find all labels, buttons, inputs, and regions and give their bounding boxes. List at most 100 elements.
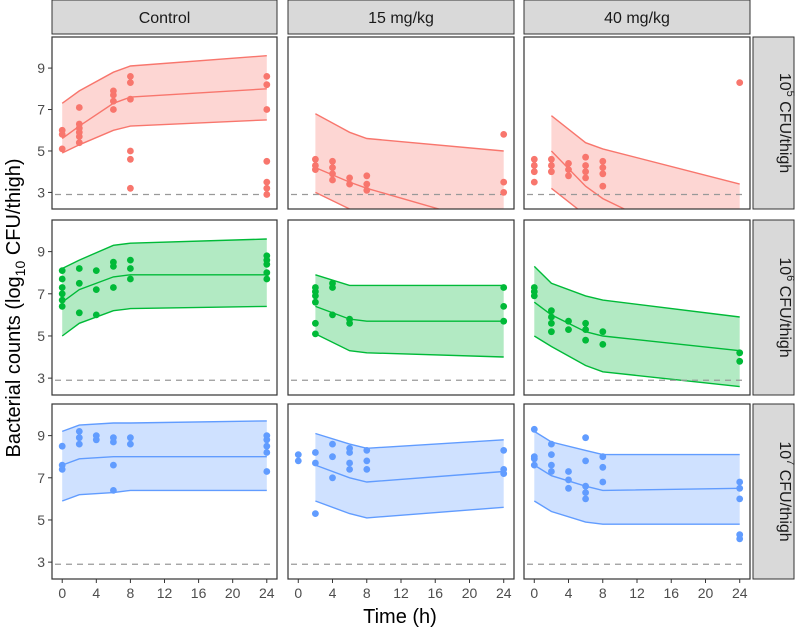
panel-r0-c0 <box>51 36 278 210</box>
x-tick-label: 24 <box>259 585 275 601</box>
data-point <box>329 157 336 165</box>
data-point <box>565 172 572 180</box>
data-point <box>294 457 302 465</box>
data-point <box>126 147 134 155</box>
data-point <box>58 290 66 298</box>
data-point <box>75 279 83 287</box>
y-tick-label: 5 <box>37 512 45 528</box>
data-point <box>582 168 589 176</box>
data-point <box>530 168 538 176</box>
x-tick-label: 8 <box>363 585 371 601</box>
data-point <box>346 174 353 182</box>
data-point <box>263 432 271 439</box>
data-point <box>126 275 134 283</box>
panel-r2-c2 <box>523 403 751 580</box>
data-point <box>312 330 319 338</box>
data-point <box>530 162 538 169</box>
panel-border <box>523 36 751 210</box>
row-strip-1e5: 105 CFU/thigh <box>752 36 796 210</box>
band-lower-line <box>61 305 267 337</box>
data-point <box>312 298 319 306</box>
data-point <box>548 155 555 163</box>
band-lower-line <box>550 187 579 209</box>
band-lower-line <box>533 335 740 388</box>
panel-r0-c1 <box>287 36 515 210</box>
row-strip-1e7: 107 CFU/thigh <box>752 403 796 580</box>
x-tick-label: 20 <box>225 585 241 601</box>
band-lower-line <box>61 119 267 154</box>
data-point <box>500 189 508 196</box>
data-point <box>58 267 66 274</box>
x-axis-title: Time (h) <box>363 606 437 628</box>
x-tick-label: 12 <box>393 585 409 601</box>
data-point <box>582 153 589 161</box>
prediction-band <box>62 55 267 154</box>
x-tick-label: 16 <box>191 585 207 601</box>
data-point <box>263 106 271 113</box>
data-point <box>263 442 271 450</box>
data-point <box>736 495 744 503</box>
data-point <box>599 157 607 165</box>
row-strip-1e6: 106 CFU/thigh <box>752 219 796 396</box>
band-lower-line <box>533 500 740 525</box>
data-point <box>329 440 336 448</box>
data-point <box>565 476 572 484</box>
x-tick-label: 4 <box>329 585 337 601</box>
data-point <box>263 191 271 198</box>
x-axis-layer: 0 4 8 12 16 20 24 0 4 8 12 16 20 24 0 4 8 12 16 20 24 <box>58 579 748 601</box>
panel-r1-c1 <box>287 219 515 396</box>
data-point <box>329 311 336 319</box>
data-point <box>565 484 572 492</box>
panel-background <box>52 37 277 209</box>
x-tick-label: 0 <box>530 585 538 601</box>
data-point <box>263 81 271 89</box>
panel-plot-area <box>291 274 511 381</box>
data-point <box>599 182 607 190</box>
data-point <box>582 482 589 490</box>
column-strip-15mg: 15 mg/kg <box>287 0 515 35</box>
band-upper-line <box>61 238 267 270</box>
panel-background <box>288 220 514 395</box>
x-tick-label: 0 <box>58 585 66 601</box>
panel-background <box>524 404 750 579</box>
data-point <box>92 432 100 439</box>
data-point <box>599 341 607 348</box>
panel-plot-area <box>527 265 747 388</box>
data-point <box>126 256 134 264</box>
data-point <box>110 106 117 113</box>
data-point <box>736 349 744 357</box>
data-point <box>110 434 117 442</box>
median-line <box>61 456 267 466</box>
data-point <box>530 461 538 469</box>
x-tick-label: 8 <box>127 585 135 601</box>
data-point <box>263 269 271 277</box>
data-point <box>126 73 134 80</box>
data-point <box>263 252 271 260</box>
data-point <box>294 451 302 458</box>
data-point <box>582 495 589 503</box>
data-point <box>263 178 271 186</box>
data-point <box>312 155 319 163</box>
data-point <box>329 279 336 287</box>
band-upper-line <box>61 420 267 433</box>
y-tick-label: 7 <box>37 470 45 486</box>
data-point <box>500 303 508 310</box>
data-point <box>582 489 589 496</box>
data-point <box>548 328 555 336</box>
data-point <box>92 286 100 293</box>
panel-border <box>51 219 278 396</box>
panel-plot-area <box>55 238 274 381</box>
x-tick-label: 20 <box>698 585 714 601</box>
y-tick-label: 3 <box>37 370 45 386</box>
data-point <box>736 484 744 492</box>
data-point <box>329 453 336 461</box>
data-point <box>500 131 508 138</box>
data-point <box>565 166 572 174</box>
data-point <box>312 162 319 169</box>
y-tick-label: 9 <box>37 428 45 444</box>
panel-background <box>52 404 277 579</box>
data-point <box>548 461 555 469</box>
data-point <box>75 104 83 111</box>
x-tick-label: 4 <box>92 585 100 601</box>
data-point <box>346 315 353 323</box>
